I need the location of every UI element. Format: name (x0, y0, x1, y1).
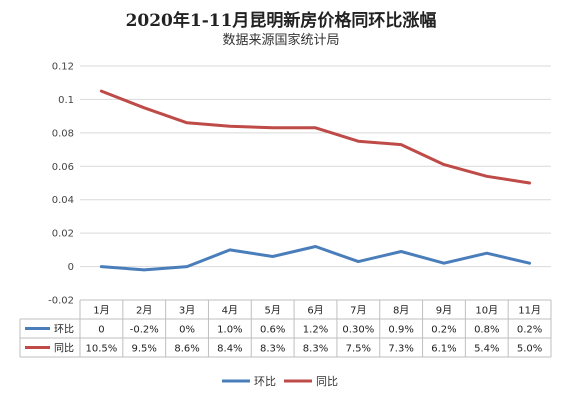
chart-title: 2020年1-11月昆明新房价格同环比涨幅 (125, 11, 437, 31)
legend-label: 环比 (254, 375, 276, 388)
data-label: 9.5% (132, 344, 157, 355)
x-category-label: 8月 (393, 305, 409, 317)
x-category-label: 5月 (264, 305, 280, 317)
data-label: 8.4% (217, 344, 242, 355)
y-tick-label: 0.1 (58, 95, 74, 106)
data-label: 8.3% (303, 344, 328, 355)
data-label: 7.3% (388, 344, 413, 355)
legend-label: 同比 (316, 375, 338, 388)
data-label: 8.6% (174, 344, 199, 355)
data-label: 1.2% (303, 325, 328, 336)
y-tick-label: -0.02 (48, 296, 74, 307)
x-category-label: 11月 (518, 305, 541, 317)
data-label: 8.3% (260, 344, 285, 355)
data-label: 0% (179, 325, 195, 336)
y-tick-label: 0.02 (52, 229, 74, 240)
x-category-label: 2月 (136, 305, 152, 317)
data-label: -0.2% (130, 325, 159, 336)
data-label: 0 (98, 325, 104, 336)
y-tick-label: 0 (68, 262, 74, 273)
x-category-label: 6月 (307, 305, 323, 317)
chart-subtitle: 数据来源国家统计局 (222, 33, 340, 48)
data-label: 0.6% (260, 325, 285, 336)
data-label: 5.4% (474, 344, 499, 355)
data-label: 6.1% (431, 344, 456, 355)
y-tick-label: 0.06 (52, 162, 74, 173)
table-series-name: 环比 (54, 324, 74, 336)
data-label: 0.2% (431, 325, 456, 336)
data-label: 0.2% (517, 325, 542, 336)
data-label: 1.0% (217, 325, 242, 336)
x-category-label: 7月 (350, 305, 366, 317)
table-series-name: 同比 (54, 343, 74, 355)
y-tick-label: 0.08 (52, 128, 74, 139)
x-category-label: 1月 (93, 305, 109, 317)
series-line (99, 89, 532, 185)
data-label: 10.5% (86, 344, 118, 355)
x-category-label: 10月 (475, 305, 498, 317)
x-category-label: 9月 (436, 305, 452, 317)
data-label: 5.0% (517, 344, 542, 355)
data-label: 0.8% (474, 325, 499, 336)
x-category-label: 4月 (222, 305, 238, 317)
data-label: 0.30% (342, 325, 374, 336)
x-category-label: 3月 (179, 305, 195, 317)
y-tick-label: 0.12 (52, 62, 74, 73)
y-tick-label: 0.04 (52, 195, 74, 206)
data-label: 7.5% (346, 344, 371, 355)
data-label: 0.9% (388, 325, 413, 336)
